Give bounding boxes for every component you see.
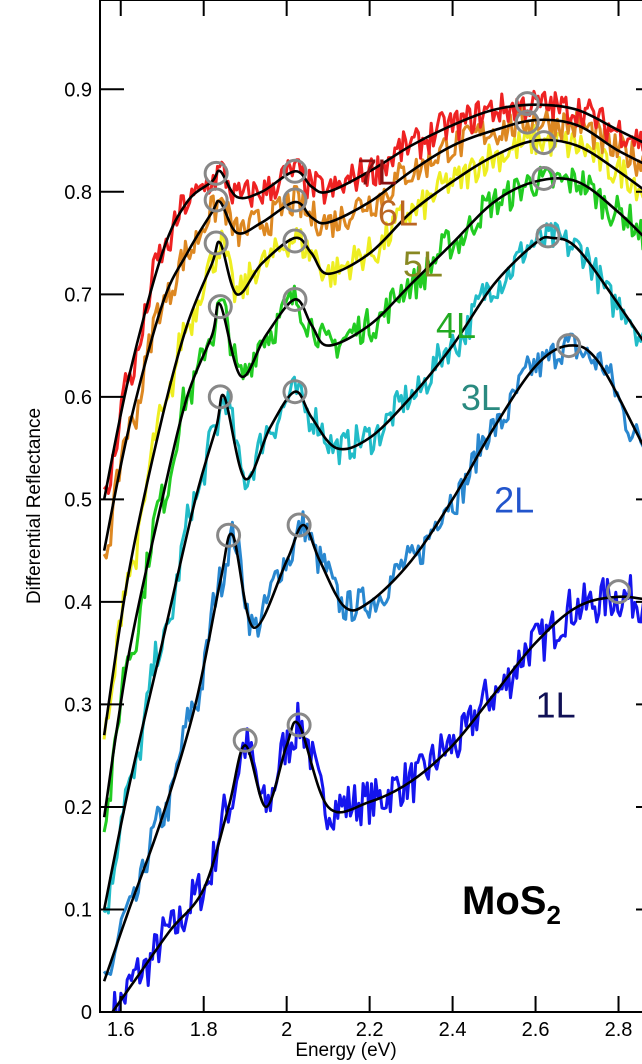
peak-marker [282, 158, 308, 184]
peak-marker [282, 187, 308, 213]
x-tick-label: 1.6 [107, 1019, 135, 1041]
data-series [102, 89, 642, 1012]
series-label-5L: 5L [403, 244, 443, 285]
fit-curve-3L [102, 235, 642, 910]
x-tick-label: 2.4 [439, 1019, 467, 1041]
peak-marker [535, 223, 561, 249]
peak-marker [203, 230, 229, 256]
y-tick-label: 0.7 [64, 284, 92, 306]
y-axis-title: Differential Reflectance [24, 408, 45, 604]
peak-marker [514, 91, 540, 117]
x-tick-label: 2.2 [356, 1019, 384, 1041]
material-base: MoS [462, 879, 546, 923]
y-tick-label: 0.1 [64, 899, 92, 921]
peak-marker [282, 379, 308, 405]
series-label-7L: 7L [357, 151, 397, 192]
plot-frame [99, 0, 642, 1013]
axes: 1.6 1.8 2 2.2 2.4 2.6 2.8 0 0.1 0.2 0.3 0.4 0.5 0.6 0.… [64, 0, 642, 1041]
peak-marker [207, 384, 233, 410]
peak-marker [514, 109, 540, 135]
fit-curve-5L [102, 138, 642, 736]
x-tick-label: 2 [281, 1019, 292, 1041]
peak-marker [203, 160, 229, 186]
series-line-5L [102, 123, 642, 740]
fit-curve-2L [102, 344, 642, 982]
y-tick-label: 0.2 [64, 797, 92, 819]
y-tick-label: 0.8 [64, 182, 92, 204]
y-tick-label: 0 [81, 1002, 92, 1024]
peak-marker [207, 294, 233, 320]
y-tick-label: 0.6 [64, 387, 92, 409]
material-annotation: MoS2 [462, 879, 561, 930]
peak-marker [286, 512, 312, 538]
x-tick-label: 2.8 [605, 1019, 633, 1041]
series-label-4L: 4L [436, 305, 476, 346]
peak-markers [203, 91, 632, 753]
fit-curve-4L [102, 177, 642, 818]
y-tick-label: 0.9 [64, 79, 92, 101]
y-tick-label: 0.3 [64, 694, 92, 716]
series-label-3L: 3L [461, 377, 501, 418]
x-tick-label: 2.6 [522, 1019, 550, 1041]
fit-curve-1L [111, 595, 642, 1012]
series-line-2L [102, 332, 642, 976]
material-subscript: 2 [546, 900, 560, 930]
series-label-1L: 1L [536, 684, 576, 725]
fit-curve-6L [102, 118, 642, 551]
x-axis-title: Energy (eV) [295, 1040, 396, 1061]
peak-marker [282, 286, 308, 312]
series-line-1L [112, 574, 642, 1012]
series-label-2L: 2L [494, 479, 534, 520]
peak-marker [286, 712, 312, 738]
peak-marker [531, 130, 557, 156]
fit-curve-7L [102, 103, 642, 500]
peak-marker [232, 727, 258, 753]
peak-marker [531, 165, 557, 191]
y-tick-label: 0.5 [64, 489, 92, 511]
peak-marker [556, 333, 582, 359]
peak-marker [606, 579, 632, 605]
peak-marker [203, 187, 229, 213]
peak-marker [216, 522, 242, 548]
fit-curves [102, 103, 642, 1012]
y-tick-label: 0.4 [64, 592, 92, 614]
peak-marker [282, 228, 308, 254]
x-tick-label: 1.8 [190, 1019, 218, 1041]
series-label-6L: 6L [378, 192, 418, 233]
